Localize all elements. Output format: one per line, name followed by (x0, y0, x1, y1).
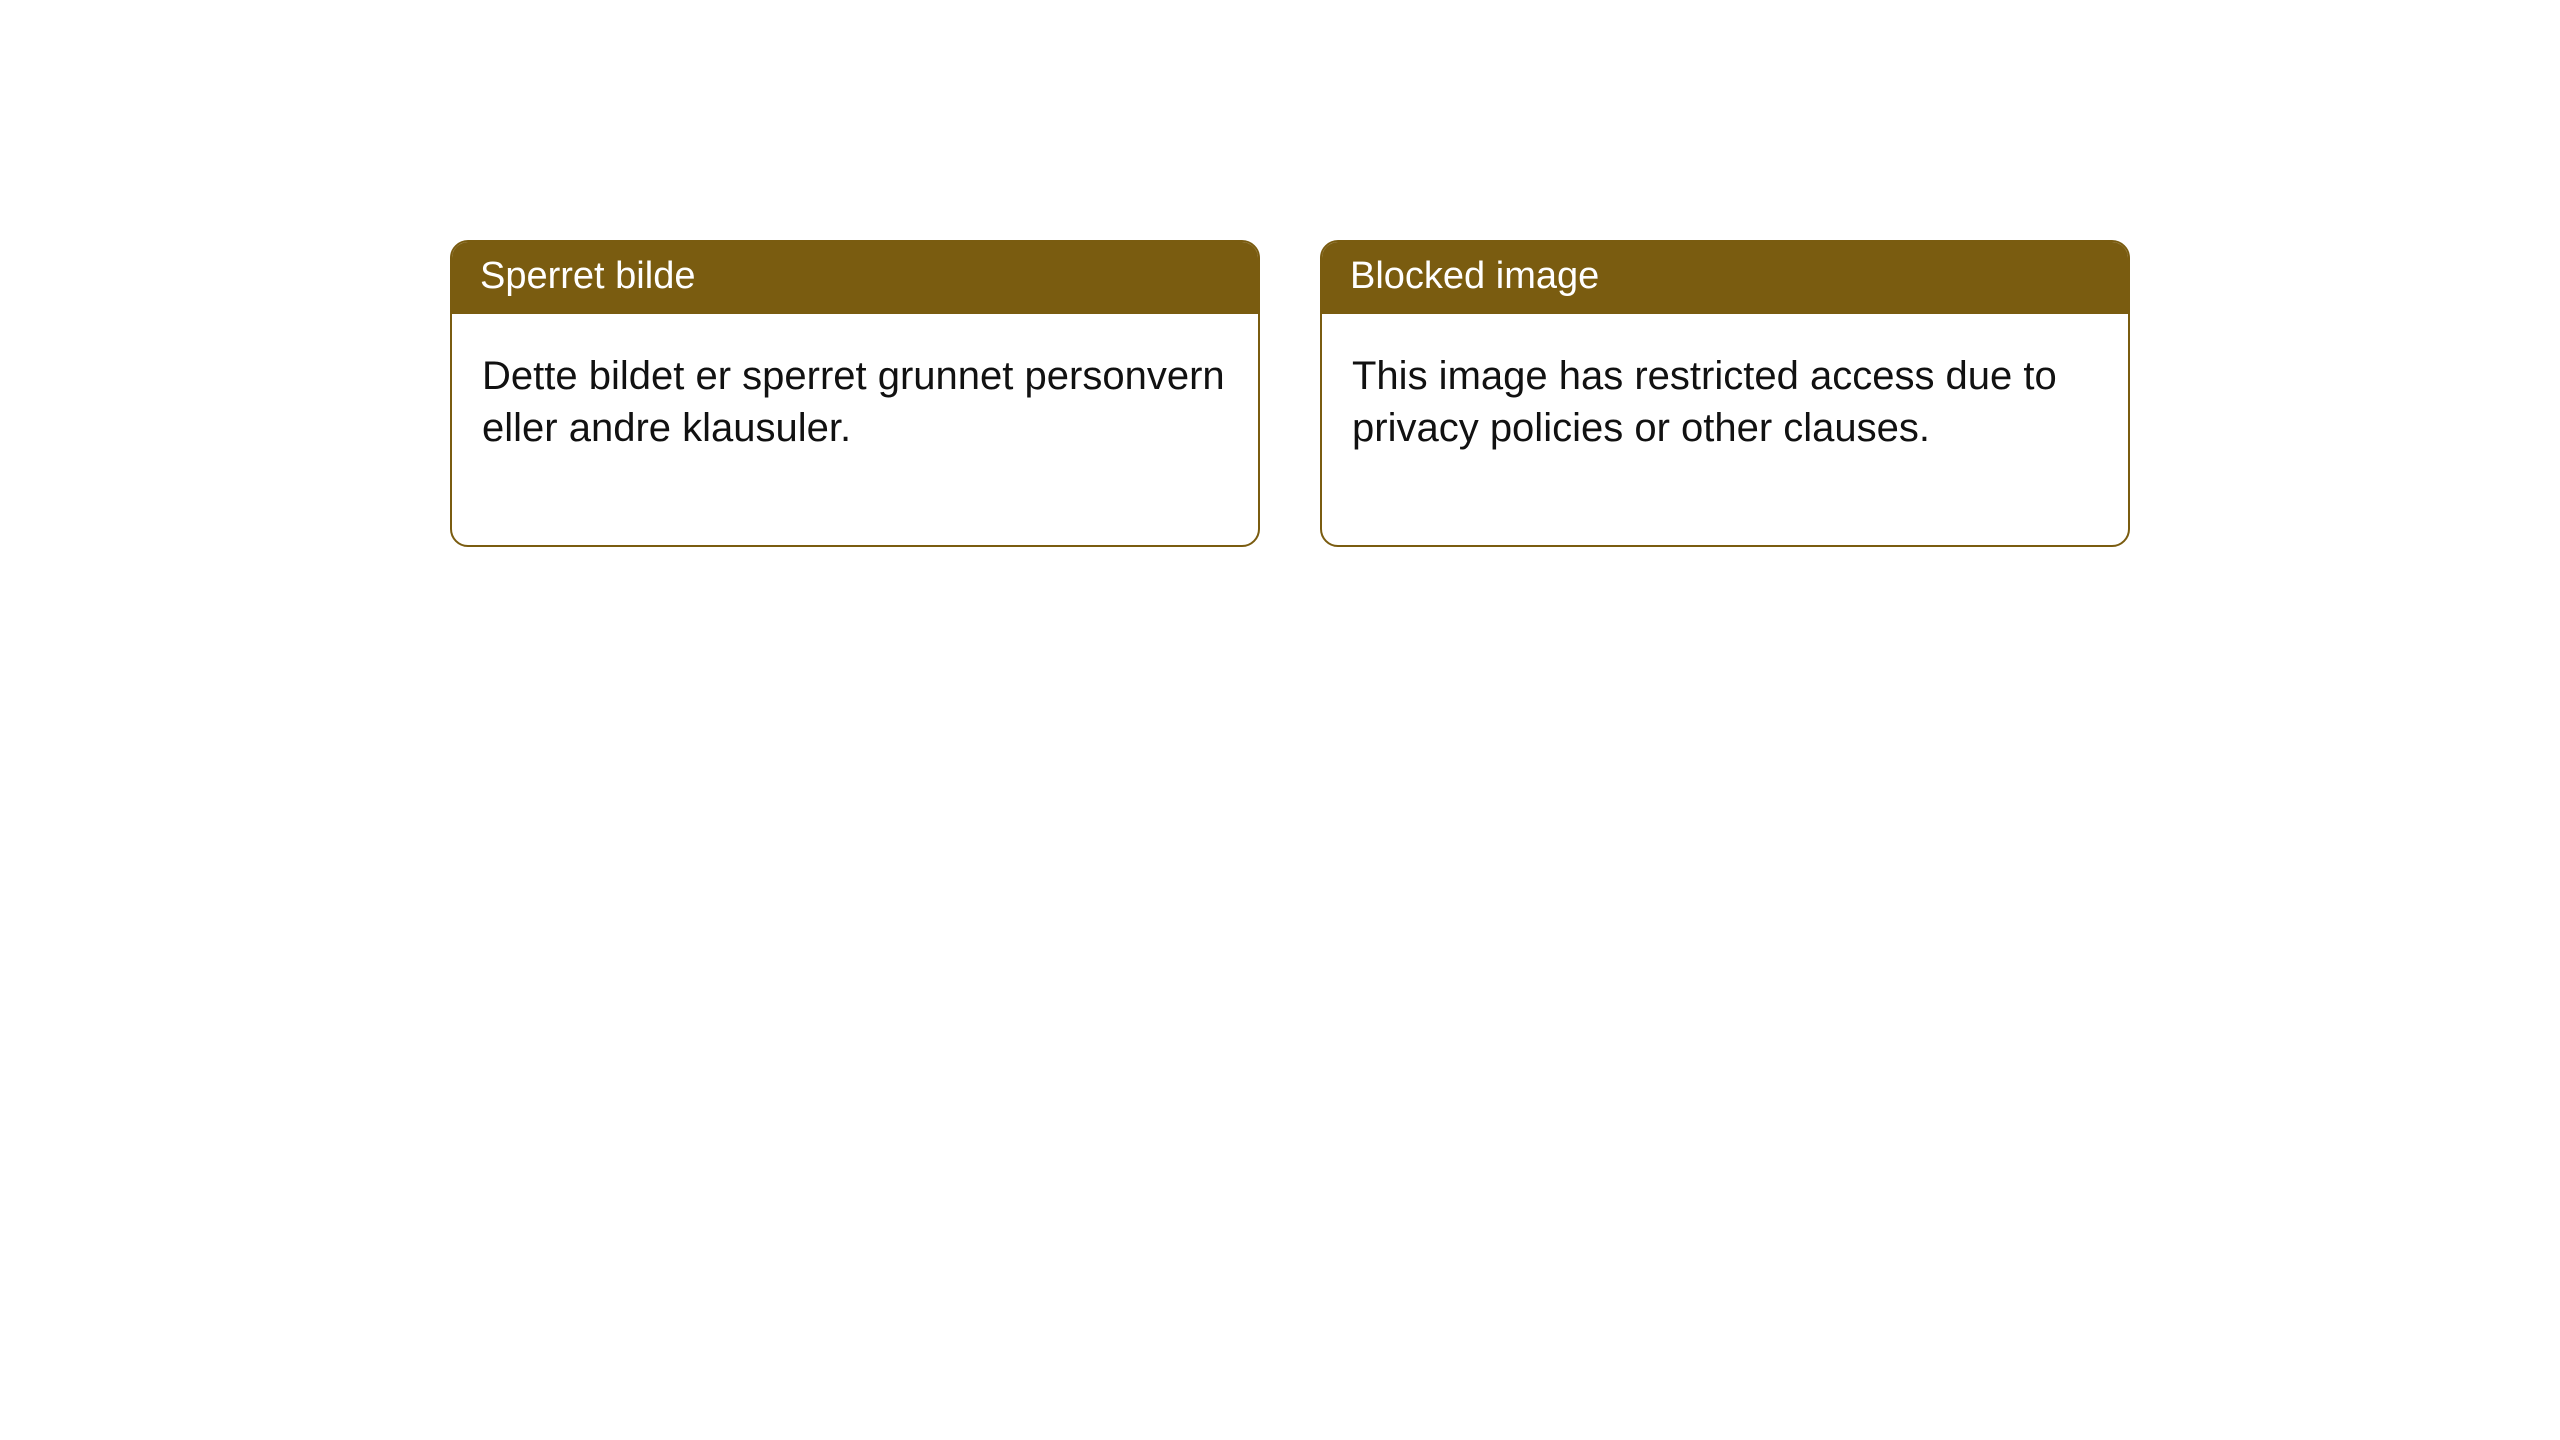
notice-card-norwegian: Sperret bilde Dette bildet er sperret gr… (450, 240, 1260, 547)
notice-card-english: Blocked image This image has restricted … (1320, 240, 2130, 547)
notice-card-body: This image has restricted access due to … (1322, 314, 2128, 546)
notice-card-title: Blocked image (1322, 242, 2128, 314)
notice-cards-row: Sperret bilde Dette bildet er sperret gr… (0, 0, 2560, 547)
notice-card-title: Sperret bilde (452, 242, 1258, 314)
notice-card-body: Dette bildet er sperret grunnet personve… (452, 314, 1258, 546)
